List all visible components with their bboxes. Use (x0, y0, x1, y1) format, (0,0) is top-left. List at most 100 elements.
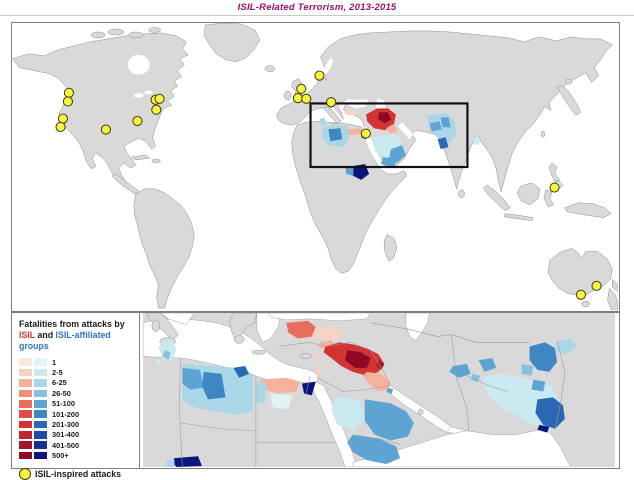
inset-borders (179, 322, 566, 467)
region-kashmir (555, 338, 577, 355)
region-sindh (437, 137, 449, 150)
border-afghanistan-pakistan (466, 375, 509, 392)
arctic-island (128, 31, 143, 39)
region-pakistan-north2 (521, 364, 534, 376)
attack-marker-san-francisco (57, 113, 69, 124)
affiliated-swatch (34, 441, 47, 450)
legend-bin-label: 101-200 (52, 409, 80, 419)
region-turkey-east (311, 326, 344, 341)
adriatic-sea (160, 313, 195, 326)
region-pakistan-north (529, 342, 558, 372)
border-iran-iraq (370, 350, 391, 386)
region-libya-core (328, 128, 343, 142)
isil-swatch (19, 399, 32, 408)
taiwan (540, 130, 546, 138)
hudson-bay (127, 54, 150, 75)
region-tunisia (158, 340, 177, 363)
great-lake (144, 90, 153, 95)
ireland (283, 90, 292, 101)
north-america (12, 32, 189, 190)
greece (229, 313, 258, 341)
region-turkey (344, 109, 359, 116)
hispaniola (151, 158, 162, 164)
region-egypt-mid (270, 393, 293, 410)
attack-marker-new-york (151, 104, 162, 115)
attack-marker-london (292, 93, 303, 104)
legend-bin-label: 51-100 (52, 399, 76, 409)
legend-bin-row: 500+ (19, 450, 134, 460)
region-chad-light (166, 460, 175, 467)
legend-bin-row: 6-25 (19, 378, 134, 388)
border-pakistan-india (554, 340, 566, 429)
border-saudi-yemen (347, 438, 401, 445)
philippines-islands (548, 162, 561, 183)
region-iraq-core (378, 112, 391, 124)
inset-map (142, 313, 615, 467)
region-saudi-center (331, 397, 365, 431)
inspired-attack-label: ISIL-inspired attacks (35, 468, 122, 479)
arctic-island (107, 28, 125, 36)
focus-rectangle-layer (309, 102, 469, 169)
border-algeria-libya (179, 358, 183, 467)
region-saudi-south (347, 434, 401, 465)
peloponnese (234, 335, 245, 344)
mediterranean-sea (142, 318, 318, 383)
region-turkey-central (286, 320, 316, 339)
region-afghanistan-1 (449, 364, 471, 378)
attack-marker-israel (360, 128, 371, 139)
isil-swatch (19, 420, 32, 429)
attack-marker-portland (62, 96, 73, 107)
region-pakistan-north (440, 117, 451, 128)
region-bangladesh (473, 138, 481, 146)
region-algeria-east (154, 358, 161, 366)
affiliated-swatch (34, 368, 47, 377)
world-map (12, 23, 618, 310)
south-america (133, 188, 195, 309)
persian-gulf (397, 122, 413, 140)
region-saudi-east (364, 399, 414, 441)
borneo (516, 182, 541, 206)
legend-bin-label: 301-400 (52, 430, 80, 440)
page-title: ISIL-Related Terrorism, 2013-2015 (237, 2, 397, 13)
new-zealand-north (612, 278, 618, 292)
legend-bin-label: 401-500 (52, 440, 80, 450)
legend-bin-row: 401-500 (19, 440, 134, 450)
isil-swatch (19, 389, 32, 398)
arctic-island (90, 31, 106, 39)
japan (556, 85, 581, 116)
legend-isil-label: ISIL (19, 329, 35, 340)
region-iraq-east (376, 360, 385, 370)
legend-inspired-row: ISIL-inspired attacks (19, 467, 134, 480)
inset-islands (146, 313, 424, 416)
region-israel (314, 367, 321, 376)
focus-rectangle (309, 102, 469, 169)
attack-marker-toronto-b (154, 93, 165, 104)
legend-bin-label: 500+ (52, 451, 69, 461)
legend-bin-label: 1 (52, 357, 57, 367)
affiliated-swatch (34, 389, 47, 398)
border-iran-pakistan (450, 334, 470, 431)
region-nigeria-west (345, 166, 354, 176)
legend-bin-label: 2-5 (52, 368, 63, 378)
isil-swatch (19, 451, 32, 460)
region-karachi (537, 424, 550, 433)
affiliated-swatch (34, 358, 47, 366)
title-divider (0, 15, 634, 16)
legend-bin-row: 2-5 (19, 367, 134, 377)
affiliated-swatch (34, 399, 47, 408)
attack-marker-denmark (314, 70, 325, 81)
region-yemen (381, 157, 397, 168)
border-turkey-syria (278, 342, 371, 351)
affiliated-swatch (34, 431, 47, 439)
border-saudi-north (317, 377, 391, 392)
attack-marker-paris (301, 93, 312, 104)
central-america (111, 173, 140, 195)
region-punjab (531, 379, 546, 392)
cuba (131, 154, 151, 161)
attack-marker-southeast-us (132, 115, 143, 127)
black-sea (268, 313, 371, 322)
border-libya-south (180, 422, 256, 431)
world-map-panel (11, 22, 620, 312)
attack-marker-texas (100, 124, 112, 135)
attack-marker-san-diego (55, 121, 66, 133)
